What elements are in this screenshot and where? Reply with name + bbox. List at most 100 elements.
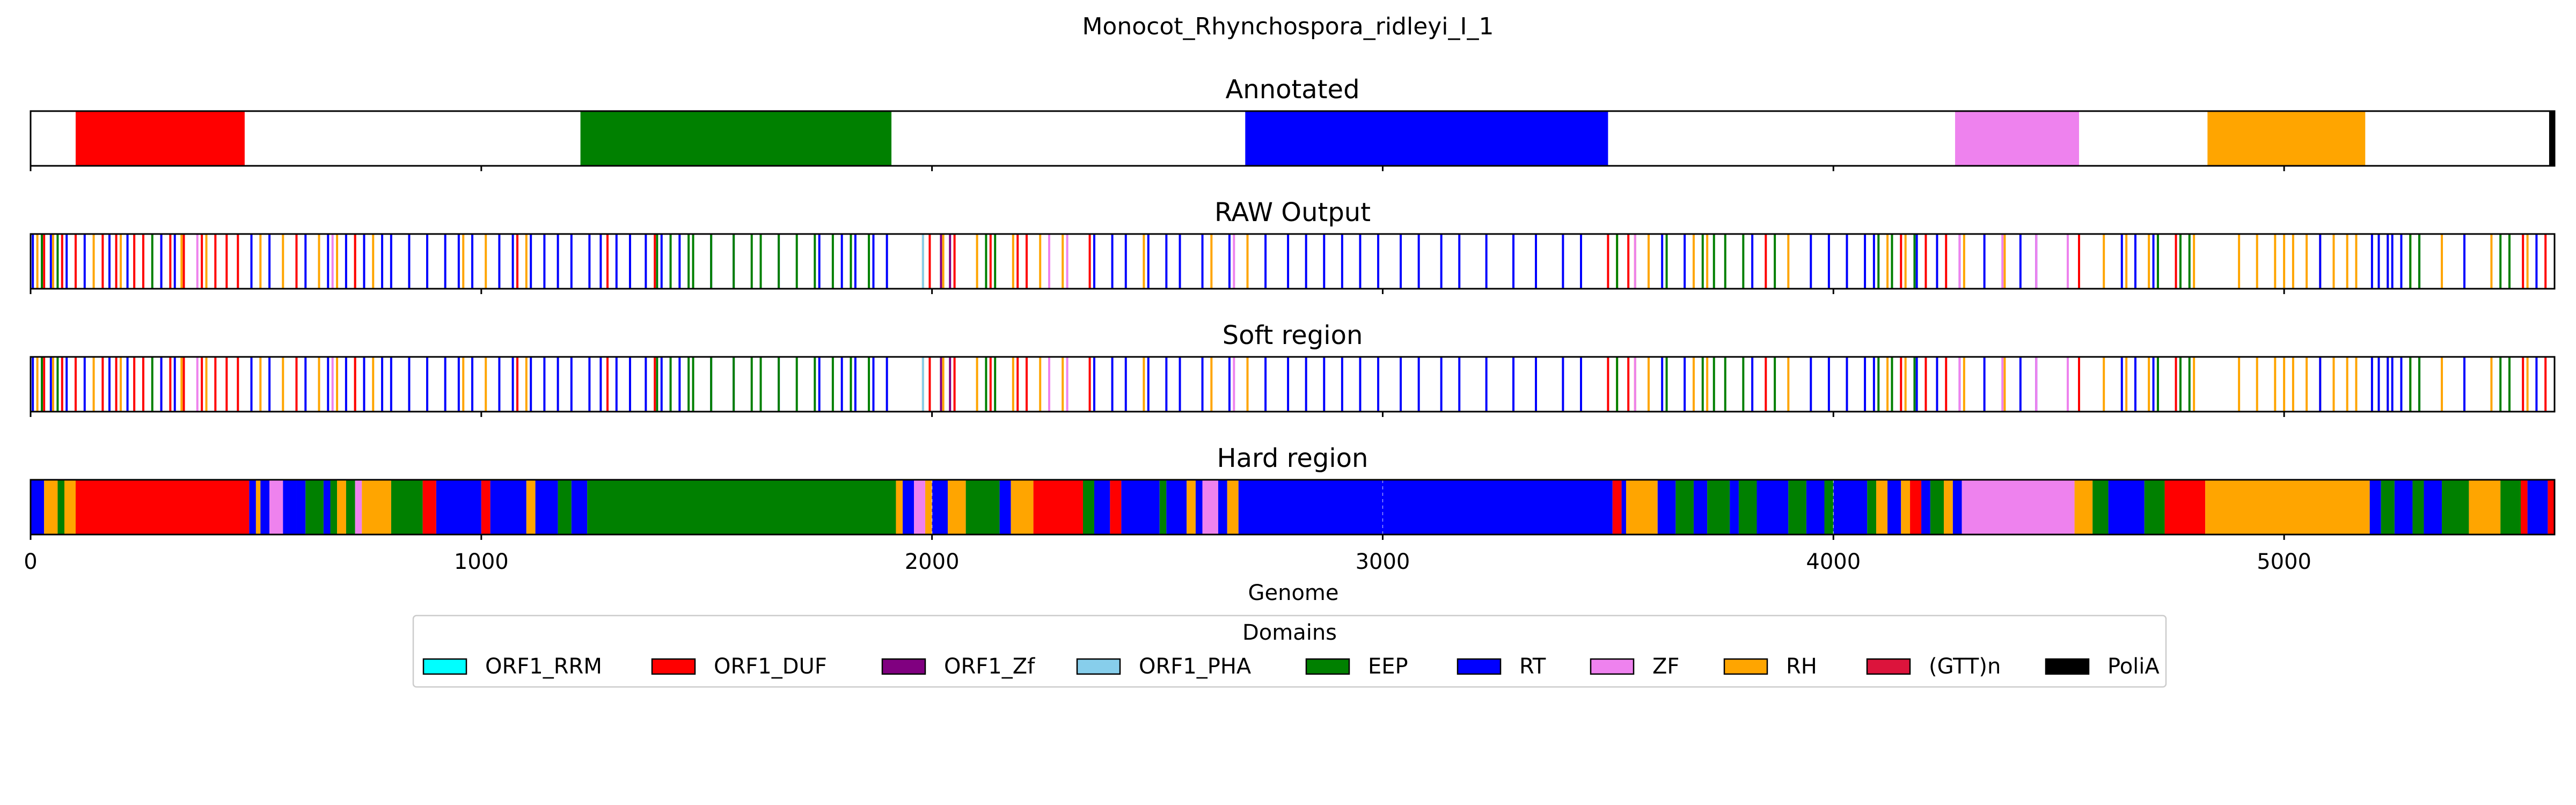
legend-label: PoliA (2107, 654, 2160, 679)
legend-swatch (1590, 658, 1635, 675)
domain-segment (2442, 480, 2469, 535)
domain-segment (481, 480, 491, 535)
legend-label: ORF1_DUF (714, 654, 827, 679)
legend-item: ORF1_RRM (422, 654, 602, 679)
domain-segment (1944, 480, 1953, 535)
domain-segment (2144, 480, 2165, 535)
domain-segment (1962, 480, 2075, 535)
domain-segment (75, 111, 245, 166)
domain-segment (948, 480, 966, 535)
panel-frame (30, 110, 2556, 167)
panel-background (31, 234, 2555, 289)
domain-segment (1110, 480, 1122, 535)
x-tick-label: 5000 (2257, 550, 2311, 574)
domain-segment (296, 480, 306, 535)
domain-segment (2412, 480, 2424, 535)
domain-segment (2205, 480, 2370, 535)
domain-segment (64, 480, 76, 535)
legend-item: ORF1_DUF (651, 654, 827, 679)
legend-swatch (2045, 658, 2090, 675)
domain-segment (1202, 480, 1218, 535)
domain-segment (44, 480, 58, 535)
domain-segment (283, 480, 297, 535)
domain-segment (999, 480, 1011, 535)
domain-segment (1955, 111, 2079, 166)
x-tick-label: 4000 (1806, 550, 1861, 574)
domain-segment (1788, 480, 1806, 535)
domain-segment (2548, 480, 2555, 535)
domain-segment (391, 480, 423, 535)
legend-item: PoliA (2045, 654, 2160, 679)
domain-segment (1930, 480, 1944, 535)
panel-frame (30, 356, 2556, 413)
panel-hard-region: Hard region (30, 443, 2556, 540)
legend-swatch (881, 658, 926, 675)
legend-item: ORF1_PHA (1076, 654, 1252, 679)
panel-annotated: Annotated (30, 75, 2556, 171)
domain-segment (330, 480, 338, 535)
domain-segment (2108, 480, 2145, 535)
legend-label: ZF (1652, 654, 1679, 679)
panel-title: Hard region (1217, 443, 1368, 473)
domain-segment (1887, 480, 1901, 535)
domain-segment (346, 480, 355, 535)
legend-item: RT (1457, 654, 1546, 679)
domain-segment (2207, 111, 2366, 166)
domain-segment (1901, 480, 1911, 535)
domain-segment (31, 480, 45, 535)
domain-segment (75, 480, 250, 535)
legend-swatch (1723, 658, 1768, 675)
domain-segment (587, 480, 896, 535)
domain-segment (2424, 480, 2442, 535)
domain-segment (2521, 480, 2528, 535)
domain-segment (249, 480, 256, 535)
panels-group: Annotated RAW Output Soft region Hard regio… (30, 75, 2556, 540)
legend-label: EEP (1368, 654, 1408, 679)
domain-segment (1757, 480, 1789, 535)
domain-segment (1612, 480, 1622, 535)
domain-segment (1218, 480, 1227, 535)
domain-segment (355, 480, 362, 535)
domain-segment (1730, 480, 1739, 535)
legend-title: Domains (1242, 620, 1337, 645)
panel-title: Annotated (1225, 75, 1359, 105)
legend-label: RT (1519, 654, 1546, 679)
domain-segment (1806, 480, 1825, 535)
domain-segment (932, 480, 948, 535)
domain-segment (2092, 480, 2109, 535)
domain-segment (1867, 480, 1877, 535)
domain-segment (2500, 480, 2521, 535)
domain-segment (337, 480, 346, 535)
domain-segment (1238, 480, 1613, 535)
x-axis-label: Genome (1248, 581, 1338, 605)
x-tick-label: 1000 (454, 550, 509, 574)
domain-segment (1033, 480, 1083, 535)
panel-frame (30, 479, 2556, 536)
domain-segment (571, 480, 588, 535)
legend-swatch (1457, 658, 1502, 675)
x-tick-label: 2000 (905, 550, 960, 574)
legend-items: ORF1_RRM ORF1_DUF ORF1_Zf ORF1_PHA EEP RT ZF RH… (422, 654, 2160, 679)
legend-swatch (1305, 658, 1350, 675)
figure-title: Monocot_Rhynchospora_ridleyi_I_1 (1082, 13, 1494, 40)
domain-segment (2381, 480, 2395, 535)
domain-segment (1626, 480, 1658, 535)
domain-segment (323, 480, 331, 535)
domain-segment (1011, 480, 1034, 535)
domain-segment (526, 480, 536, 535)
domain-segment (269, 480, 283, 535)
domain-segment (1675, 480, 1694, 535)
x-axis: 0 1000 2000 3000 4000 5000 (24, 550, 2311, 574)
panel-frame (30, 233, 2556, 290)
legend-swatch (422, 658, 467, 675)
legend-swatch (1866, 658, 1911, 675)
domain-segment (490, 480, 526, 535)
domain-segment (260, 480, 270, 535)
domain-segment (558, 480, 572, 535)
domain-segment (1876, 480, 1888, 535)
domain-segment (580, 111, 892, 166)
domain-segment (896, 480, 903, 535)
domain-segment (965, 480, 1000, 535)
legend-swatch (651, 658, 696, 675)
